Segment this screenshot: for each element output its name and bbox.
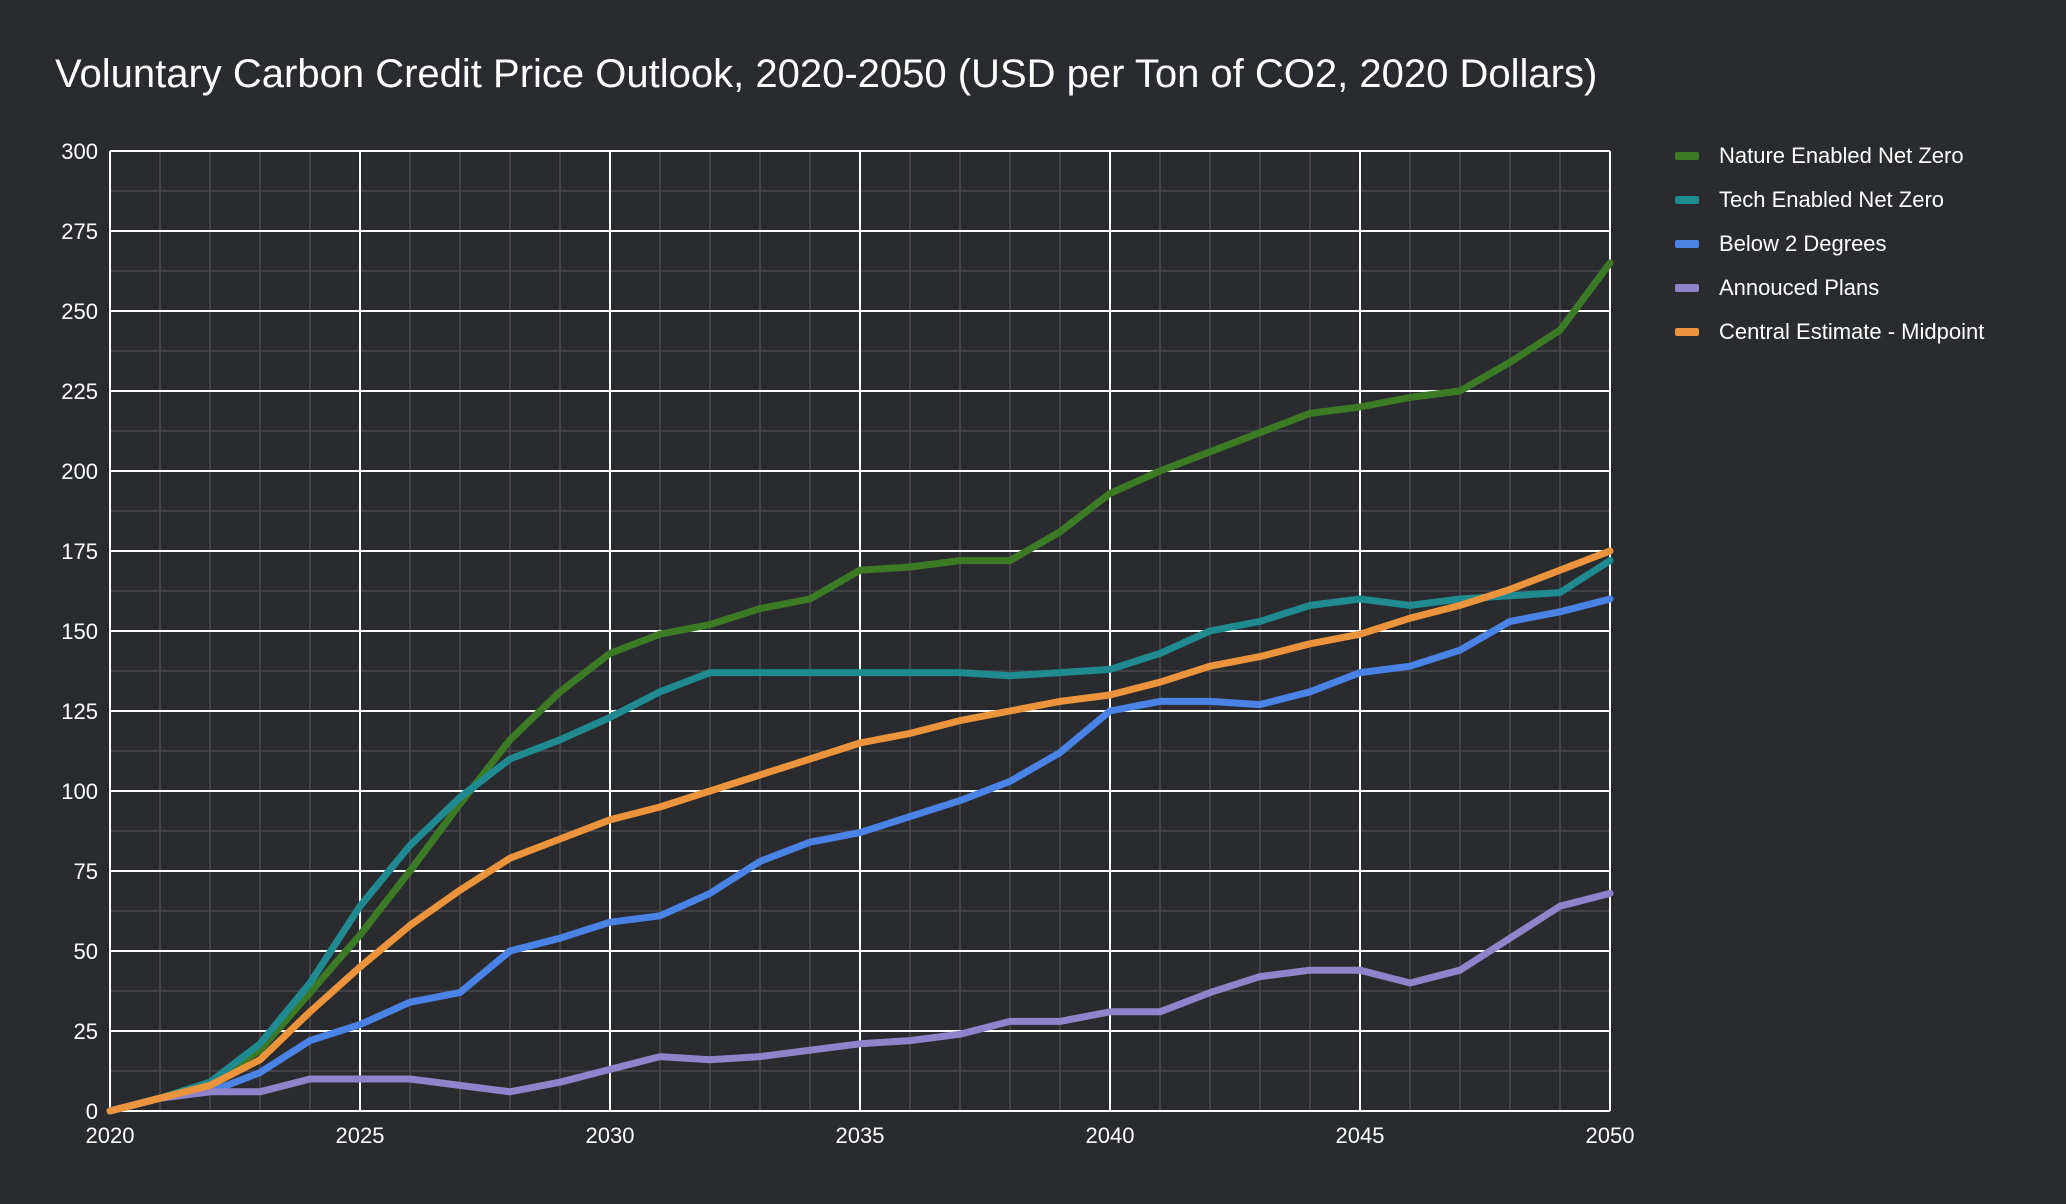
y-tick-label: 125 — [61, 699, 98, 724]
legend-item: Tech Enabled Net Zero — [1675, 178, 1984, 222]
series-line-annouced-plans — [106, 889, 1614, 1115]
y-tick-label: 25 — [74, 1019, 98, 1044]
legend-swatch — [1675, 284, 1699, 292]
legend-swatch — [1675, 196, 1699, 204]
legend-swatch — [1675, 152, 1699, 160]
y-tick-label: 100 — [61, 779, 98, 804]
legend-label: Nature Enabled Net Zero — [1719, 143, 1964, 168]
x-axis-tick-labels: 2020 2025 2030 2035 2040 2045 2050 — [86, 1123, 1635, 1148]
y-tick-label: 75 — [74, 859, 98, 884]
series-line-tech-enabled-net-zero — [106, 557, 1614, 1115]
legend-label: Tech Enabled Net Zero — [1719, 187, 1945, 212]
x-tick-label: 2020 — [86, 1123, 135, 1148]
y-tick-label: 0 — [86, 1099, 98, 1124]
y-tick-label: 150 — [61, 619, 98, 644]
legend-item: Central Estimate - Midpoint — [1675, 310, 1984, 354]
chart-title: Voluntary Carbon Credit Price Outlook, 2… — [55, 52, 1598, 96]
y-tick-label: 275 — [61, 219, 98, 244]
x-tick-label: 2035 — [836, 1123, 885, 1148]
y-axis-tick-labels: 0 25 50 75 100 125 150 175 200 225 250 275 300 — [61, 139, 98, 1124]
legend-label: Below 2 Degrees — [1719, 231, 1887, 256]
series-lines — [106, 259, 1614, 1115]
legend-item: Annouced Plans — [1675, 266, 1984, 310]
major-gridlines — [109, 150, 1611, 1112]
legend-item: Below 2 Degrees — [1675, 222, 1984, 266]
legend-label: Central Estimate - Midpoint — [1719, 319, 1985, 344]
x-tick-label: 2040 — [1086, 1123, 1135, 1148]
x-tick-label: 2025 — [336, 1123, 385, 1148]
y-tick-label: 225 — [61, 379, 98, 404]
series-line-central-estimate-midpoint — [106, 547, 1614, 1115]
series-line-nature-enabled-net-zero — [106, 259, 1614, 1115]
x-tick-label: 2050 — [1586, 1123, 1635, 1148]
y-tick-label: 200 — [61, 459, 98, 484]
series-line-below-2-degrees — [106, 595, 1614, 1115]
legend-label: Annouced Plans — [1719, 275, 1880, 300]
x-tick-label: 2045 — [1336, 1123, 1385, 1148]
chart-legend: Nature Enabled Net Zero Tech Enabled Net … — [1675, 134, 1984, 354]
y-tick-label: 300 — [61, 139, 98, 164]
y-tick-label: 50 — [74, 939, 98, 964]
y-tick-label: 250 — [61, 299, 98, 324]
legend-swatch — [1675, 240, 1699, 248]
x-tick-label: 2030 — [586, 1123, 635, 1148]
legend-item: Nature Enabled Net Zero — [1675, 134, 1984, 178]
y-tick-label: 175 — [61, 539, 98, 564]
legend-swatch — [1675, 328, 1699, 336]
